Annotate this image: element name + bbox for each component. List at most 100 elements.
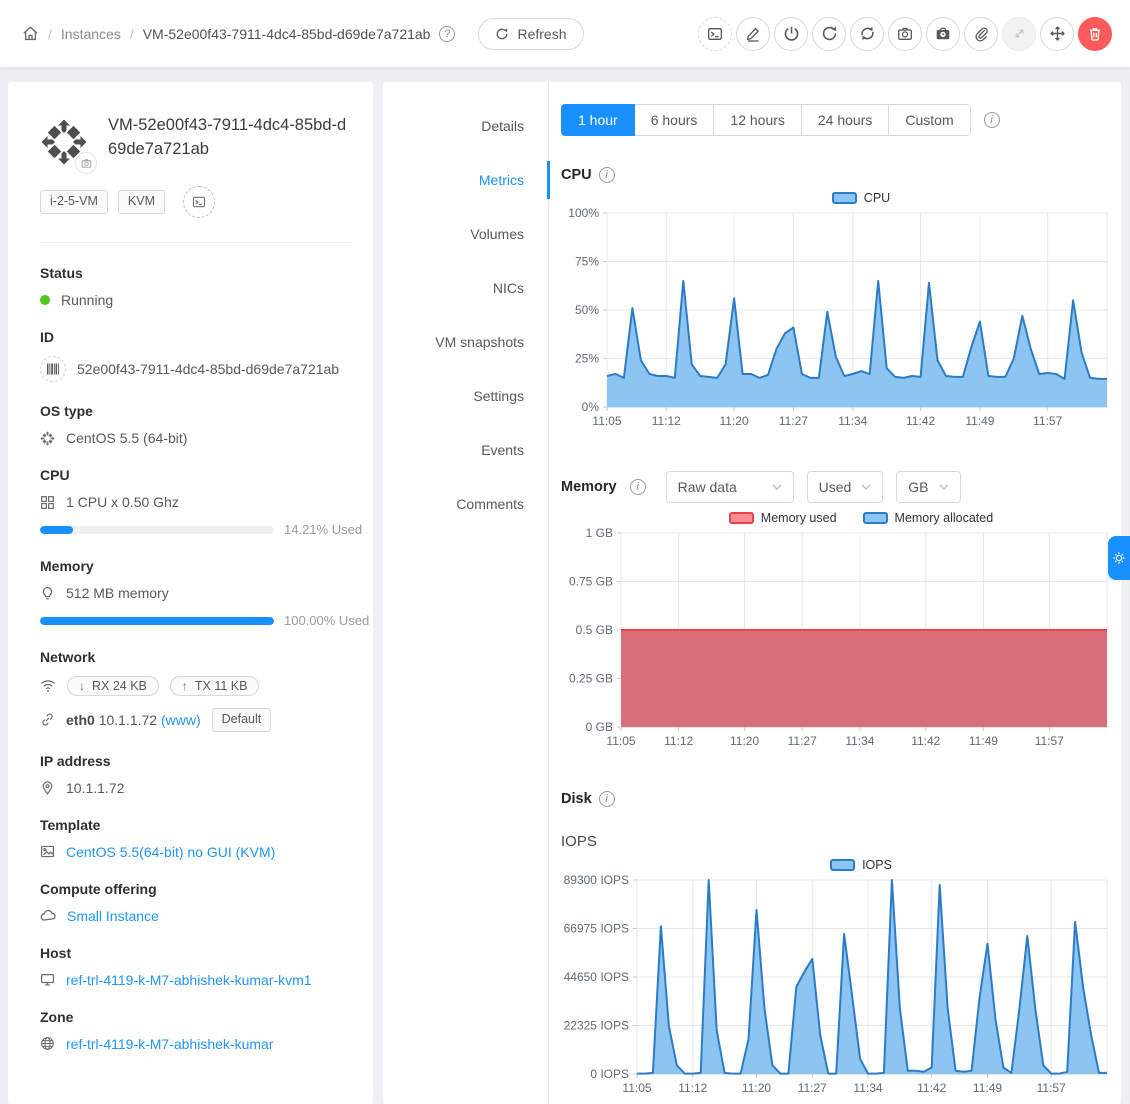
svg-text:0.75 GB: 0.75 GB xyxy=(569,575,613,589)
tab-nics[interactable]: NICs xyxy=(383,277,548,299)
svg-text:11:34: 11:34 xyxy=(838,414,867,428)
cpu-chart-block: CPU i CPU 0%25%50%75%100%11:0511:1211:20… xyxy=(561,167,1121,437)
take-snapshot-button[interactable] xyxy=(888,17,922,51)
memory-chart: 0 GB0.25 GB0.5 GB0.75 GB1 GB11:0511:1211… xyxy=(561,525,1117,757)
scale-vm-button xyxy=(1002,17,1036,51)
time-range-custom[interactable]: Custom xyxy=(889,104,970,136)
edit-button[interactable] xyxy=(736,17,770,51)
svg-text:11:27: 11:27 xyxy=(779,414,808,428)
svg-text:50%: 50% xyxy=(575,303,599,317)
memory-metric-select[interactable]: Used xyxy=(807,471,884,503)
instance-detail-page: { "breadcrumb": { "section": "Instances"… xyxy=(0,0,1130,1085)
default-nic-tag: Default xyxy=(212,708,272,732)
time-range-6hours[interactable]: 6 hours xyxy=(635,104,715,136)
network-link[interactable]: (www) xyxy=(161,712,201,728)
memory-chart-title: Memory xyxy=(561,479,617,495)
ip-value: 10.1.1.72 xyxy=(66,780,124,796)
arrow-up-icon: ↑ xyxy=(182,679,188,693)
divider xyxy=(40,242,351,243)
time-range-24hours[interactable]: 24 hours xyxy=(802,104,889,136)
tab-volumes[interactable]: Volumes xyxy=(383,223,548,245)
breadcrumb-instances[interactable]: Instances xyxy=(61,26,121,42)
detail-main-panel: Details Metrics Volumes NICs VM snapshot… xyxy=(383,82,1121,1104)
svg-text:25%: 25% xyxy=(575,352,599,366)
destroy-instance-button[interactable] xyxy=(1078,17,1112,51)
stop-instance-button[interactable] xyxy=(774,17,808,51)
console-icon[interactable] xyxy=(183,186,215,218)
barcode-icon xyxy=(40,356,66,382)
reboot-instance-button[interactable] xyxy=(812,17,846,51)
legend-item-cpu[interactable]: CPU xyxy=(832,191,890,205)
svg-text:0.25 GB: 0.25 GB xyxy=(569,672,613,686)
tab-events[interactable]: Events xyxy=(383,439,548,461)
svg-text:0%: 0% xyxy=(582,400,600,414)
time-range-1hour[interactable]: 1 hour xyxy=(561,104,635,136)
zone-link[interactable]: ref-trl-4119-k-M7-abhishek-kumar xyxy=(66,1036,273,1052)
legend-swatch xyxy=(863,512,888,524)
time-range-info-icon[interactable]: i xyxy=(984,112,1000,128)
svg-text:11:12: 11:12 xyxy=(678,1081,707,1095)
chevron-down-icon xyxy=(772,484,782,490)
tab-vm-snapshots[interactable]: VM snapshots xyxy=(383,331,548,353)
disk-chart-title: Disk xyxy=(561,791,592,807)
status-section: Status Running xyxy=(40,265,351,308)
breadcrumb: / Instances / VM-52e00f43-7911-4dc4-85bd… xyxy=(22,18,584,50)
svg-text:11:27: 11:27 xyxy=(788,734,817,748)
host-link[interactable]: ref-trl-4119-k-M7-abhishek-kumar-kvm1 xyxy=(66,972,312,988)
ostype-section: OS type CentOS 5.5 (64-bit) xyxy=(40,403,351,446)
svg-text:11:57: 11:57 xyxy=(1037,1081,1066,1095)
instance-actions-toolbar xyxy=(698,17,1112,51)
cloud-icon xyxy=(40,909,56,922)
memory-info-icon[interactable]: i xyxy=(630,479,646,495)
legend-item-memory-used[interactable]: Memory used xyxy=(729,511,837,525)
template-link[interactable]: CentOS 5.5(64-bit) no GUI (KVM) xyxy=(66,844,275,860)
refresh-button[interactable]: Refresh xyxy=(478,18,583,50)
cpu-value: 1 CPU x 0.50 Ghz xyxy=(66,494,179,510)
chevron-down-icon xyxy=(939,484,949,490)
attach-iso-button[interactable] xyxy=(964,17,998,51)
legend-item-memory-allocated[interactable]: Memory allocated xyxy=(863,511,994,525)
migrate-instance-button[interactable] xyxy=(1040,17,1074,51)
tab-settings[interactable]: Settings xyxy=(383,385,548,407)
tab-metrics[interactable]: Metrics xyxy=(383,169,548,191)
svg-text:11:42: 11:42 xyxy=(911,734,940,748)
svg-text:11:05: 11:05 xyxy=(622,1081,651,1095)
zone-section: Zone ref-trl-4119-k-M7-abhishek-kumar xyxy=(40,1009,351,1052)
help-question-icon[interactable]: ? xyxy=(439,26,455,42)
reinstall-instance-button[interactable] xyxy=(850,17,884,51)
link-icon xyxy=(40,712,55,727)
top-header: / Instances / VM-52e00f43-7911-4dc4-85bd… xyxy=(0,0,1130,67)
content-area: VM-52e00f43-7911-4dc4-85bd-d69de7a721ab … xyxy=(0,67,1130,1104)
svg-text:11:20: 11:20 xyxy=(720,414,749,428)
legend-item-iops[interactable]: IOPS xyxy=(830,858,892,872)
compute-offering-link[interactable]: Small Instance xyxy=(67,908,159,924)
svg-text:11:34: 11:34 xyxy=(853,1081,882,1095)
rx-stat-pill: ↓RX 24 KB xyxy=(67,676,159,696)
time-range-12hours[interactable]: 12 hours xyxy=(714,104,801,136)
memory-section: Memory 512 MB memory 100.00% Used xyxy=(40,558,351,628)
cpu-section: CPU 1 CPU x 0.50 Ghz 14.21% Used xyxy=(40,467,351,537)
memory-chart-block: Memory i Raw data Used GB Memory xyxy=(561,471,1121,757)
svg-text:11:05: 11:05 xyxy=(592,414,621,428)
memory-unit-select[interactable]: GB xyxy=(896,471,960,503)
ip-section: IP address 10.1.1.72 xyxy=(40,753,351,796)
monitor-icon xyxy=(40,972,55,987)
iops-chart-legend: IOPS xyxy=(561,858,1121,872)
memory-mode-select[interactable]: Raw data xyxy=(666,471,794,503)
tab-details[interactable]: Details xyxy=(383,115,548,137)
svg-text:11:34: 11:34 xyxy=(845,734,874,748)
theme-settings-button[interactable] xyxy=(1108,536,1130,580)
svg-text:11:57: 11:57 xyxy=(1033,414,1062,428)
home-icon[interactable] xyxy=(22,25,39,42)
console-button[interactable] xyxy=(698,17,732,51)
status-dot-icon xyxy=(40,295,50,305)
tab-comments[interactable]: Comments xyxy=(383,493,548,515)
change-icon-camera-badge[interactable] xyxy=(75,152,97,174)
svg-text:22325 IOPS: 22325 IOPS xyxy=(564,1019,629,1033)
vm-snapshot-button[interactable] xyxy=(926,17,960,51)
wifi-icon xyxy=(40,679,56,693)
cpu-info-icon[interactable]: i xyxy=(599,167,615,183)
disk-chart-block: Disk i IOPS IOPS 0 IOPS22325 IOPS44650 I… xyxy=(561,791,1121,1104)
disk-info-icon[interactable]: i xyxy=(599,791,615,807)
vm-internal-name-tag: i-2-5-VM xyxy=(40,190,108,214)
